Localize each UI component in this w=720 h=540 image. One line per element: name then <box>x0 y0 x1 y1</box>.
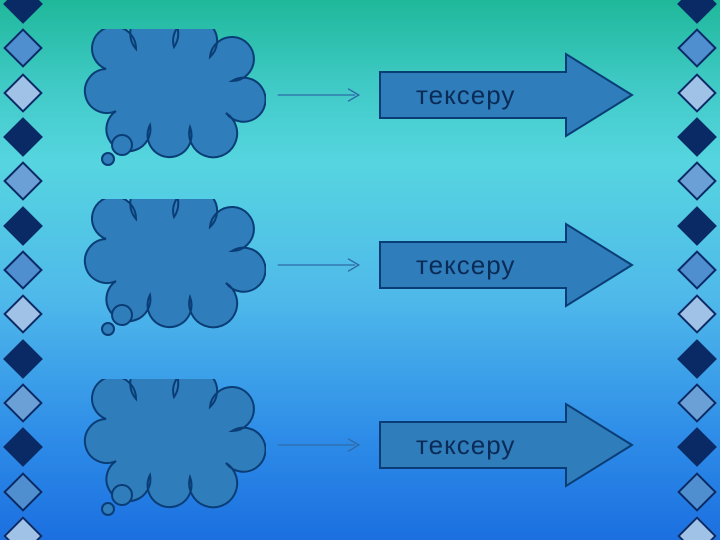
diamond-ornament <box>3 516 43 540</box>
block-arrow: тексеру <box>376 220 636 310</box>
diamond-ornament <box>677 117 717 157</box>
diamond-ornament <box>3 383 43 423</box>
diamond-ornament <box>3 117 43 157</box>
block-arrow-label: тексеру <box>376 220 636 310</box>
diamond-ornament <box>677 294 717 334</box>
diamond-ornament <box>3 427 43 467</box>
block-arrow: тексеру <box>376 400 636 490</box>
diamond-ornament <box>3 294 43 334</box>
thought-cloud <box>66 385 266 505</box>
diamond-border-right <box>674 0 720 540</box>
diamond-ornament <box>677 0 717 24</box>
connector-arrow <box>276 253 366 277</box>
diamond-ornament <box>677 73 717 113</box>
diamond-ornament <box>3 29 43 69</box>
diamond-ornament <box>677 516 717 540</box>
diagram-content: тексеру тексеру <box>60 0 660 540</box>
diamond-ornament <box>677 472 717 512</box>
diamond-ornament <box>3 472 43 512</box>
block-arrow-label: тексеру <box>376 400 636 490</box>
diamond-ornament <box>3 206 43 246</box>
diamond-ornament <box>677 29 717 69</box>
thought-cloud <box>66 35 266 155</box>
diamond-ornament <box>677 383 717 423</box>
diamond-ornament <box>677 427 717 467</box>
diamond-ornament <box>3 73 43 113</box>
diamond-border-left <box>0 0 46 540</box>
connector-arrow <box>276 83 366 107</box>
diamond-ornament <box>3 0 43 24</box>
diagram-row: тексеру <box>60 370 660 520</box>
diagram-row: тексеру <box>60 20 660 170</box>
diamond-ornament <box>3 162 43 202</box>
diamond-ornament <box>677 206 717 246</box>
block-arrow-label: тексеру <box>376 50 636 140</box>
connector-arrow <box>276 433 366 457</box>
diagram-row: тексеру <box>60 190 660 340</box>
diamond-ornament <box>677 250 717 290</box>
diamond-ornament <box>3 250 43 290</box>
diamond-ornament <box>677 162 717 202</box>
diamond-ornament <box>677 339 717 379</box>
thought-cloud <box>66 205 266 325</box>
block-arrow: тексеру <box>376 50 636 140</box>
diamond-ornament <box>3 339 43 379</box>
